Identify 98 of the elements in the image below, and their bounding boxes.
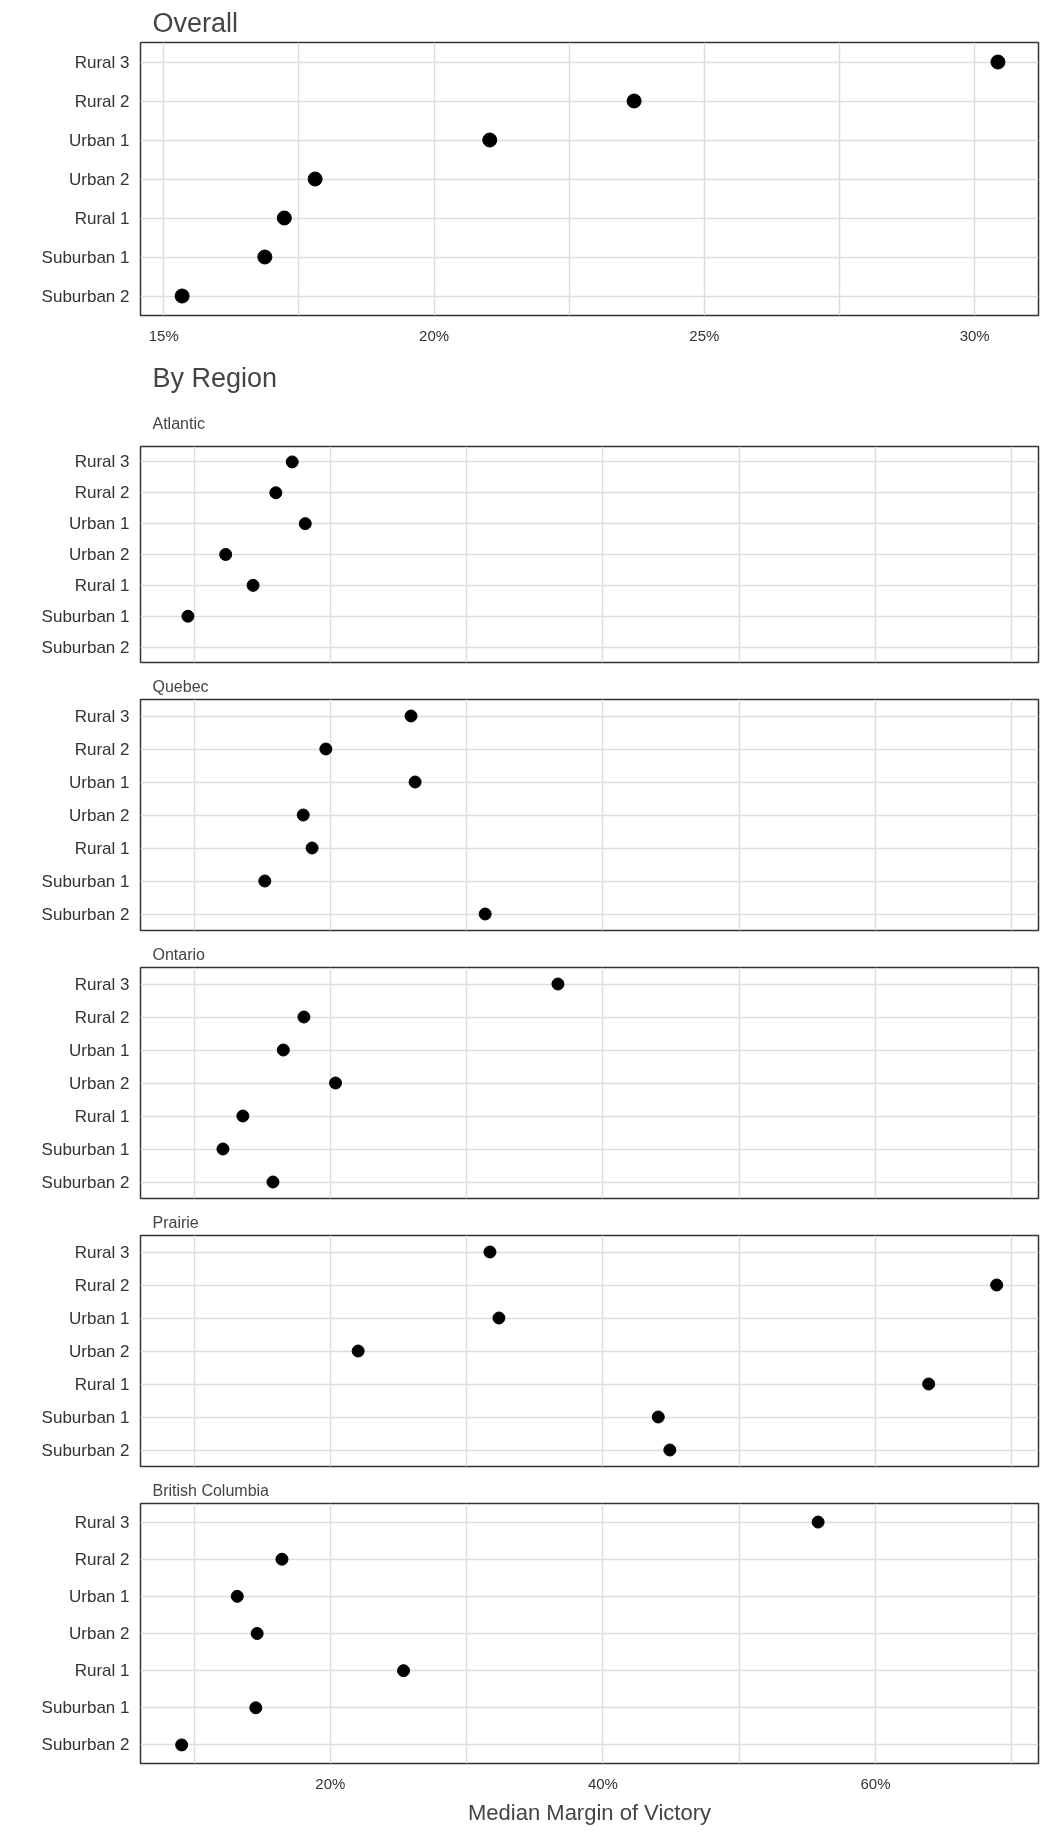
y-tick-label: Urban 1: [69, 1040, 130, 1060]
point: [257, 249, 273, 265]
y-tick-label: Urban 1: [69, 514, 130, 534]
y-tick-label: Suburban 1: [41, 871, 130, 891]
chart-subtitle: Atlantic: [152, 414, 205, 432]
point: [483, 1245, 497, 1259]
chart-title: British Columbia: [152, 1481, 270, 1499]
point: [216, 1142, 230, 1156]
x-tick-label: 20%: [419, 326, 450, 344]
point: [305, 841, 319, 855]
point: [236, 1109, 250, 1123]
point: [663, 1443, 677, 1457]
y-tick-label: Suburban 2: [41, 1735, 130, 1755]
y-tick-label: Urban 2: [69, 1073, 130, 1093]
y-tick-label: Rural 2: [74, 1275, 130, 1295]
point: [307, 171, 323, 187]
y-tick-label: Rural 2: [74, 91, 130, 111]
point: [351, 1344, 365, 1358]
x-tick-label: 60%: [860, 1774, 891, 1792]
point: [404, 709, 418, 723]
chart-title: By Region: [152, 362, 278, 393]
y-tick-label: Suburban 2: [41, 637, 130, 657]
point: [397, 1664, 411, 1678]
y-tick-label: Rural 1: [74, 208, 130, 228]
point: [219, 548, 233, 561]
y-tick-label: Suburban 1: [41, 247, 130, 267]
point: [298, 517, 312, 531]
point: [626, 93, 642, 109]
y-tick-label: Urban 1: [69, 1586, 130, 1606]
point: [276, 210, 292, 226]
point: [249, 1701, 263, 1715]
y-tick-label: Suburban 1: [41, 606, 130, 626]
point: [482, 132, 498, 148]
y-tick-label: Urban 2: [69, 545, 130, 564]
x-tick-label: 30%: [959, 326, 990, 344]
y-tick-label: Rural 2: [74, 1007, 130, 1027]
y-tick-label: Suburban 2: [41, 286, 130, 306]
point: [408, 775, 422, 789]
y-tick-label: Suburban 2: [41, 904, 130, 924]
point: [269, 486, 283, 500]
y-tick-label: Rural 3: [74, 452, 130, 472]
point: [250, 1627, 264, 1640]
x-tick-label: 40%: [587, 1774, 618, 1792]
y-tick-label: Rural 2: [74, 1549, 130, 1569]
point: [258, 874, 272, 888]
y-tick-label: Suburban 1: [41, 1139, 130, 1159]
y-tick-label: Suburban 2: [41, 1172, 130, 1192]
y-tick-label: Urban 2: [69, 805, 130, 825]
point: [275, 1552, 289, 1566]
point: [266, 1175, 280, 1189]
y-tick-label: Urban 1: [69, 1308, 130, 1328]
y-tick-label: Rural 3: [74, 1512, 130, 1532]
y-tick-label: Urban 1: [69, 130, 130, 150]
point: [181, 609, 195, 623]
point: [276, 1043, 290, 1057]
point: [990, 1278, 1004, 1292]
y-tick-label: Suburban 2: [41, 1440, 130, 1460]
y-tick-label: Suburban 1: [41, 1407, 130, 1427]
y-tick-label: Urban 2: [69, 1624, 130, 1643]
y-tick-label: Rural 1: [74, 1374, 130, 1394]
y-tick-label: Rural 2: [74, 739, 130, 759]
point: [285, 455, 299, 469]
point: [478, 907, 492, 921]
y-tick-label: Rural 3: [74, 52, 130, 72]
y-tick-label: Rural 3: [74, 974, 130, 994]
y-tick-label: Rural 3: [74, 1242, 130, 1262]
point: [329, 1076, 343, 1090]
y-tick-label: Rural 2: [74, 483, 130, 503]
point: [297, 1010, 311, 1024]
y-tick-label: Rural 1: [74, 575, 130, 595]
y-tick-label: Urban 2: [69, 1341, 130, 1361]
point: [990, 54, 1006, 70]
point: [651, 1410, 665, 1424]
y-tick-label: Rural 3: [74, 706, 130, 726]
y-tick-label: Urban 1: [69, 772, 130, 792]
point: [922, 1377, 936, 1391]
point: [492, 1311, 506, 1325]
chart-title: Quebec: [152, 677, 209, 695]
point: [246, 578, 260, 592]
point: [551, 977, 565, 991]
x-tick-label: 15%: [148, 326, 179, 344]
point: [319, 742, 333, 756]
y-tick-label: Suburban 1: [41, 1698, 130, 1718]
point: [230, 1589, 244, 1603]
x-tick-label: 25%: [689, 326, 720, 344]
x-axis-title: Median Margin of Victory: [468, 1799, 711, 1825]
y-tick-label: Rural 1: [74, 838, 130, 858]
point: [174, 288, 190, 304]
y-tick-label: Urban 2: [69, 169, 130, 189]
chart-title: Prairie: [152, 1213, 199, 1231]
point: [296, 808, 310, 822]
x-tick-label: 20%: [315, 1774, 346, 1792]
y-tick-label: Rural 1: [74, 1106, 130, 1126]
y-tick-label: Rural 1: [74, 1661, 130, 1681]
point: [175, 1738, 189, 1752]
chart-title: Ontario: [152, 945, 206, 963]
chart-title: Overall: [152, 7, 239, 38]
point: [811, 1515, 825, 1529]
